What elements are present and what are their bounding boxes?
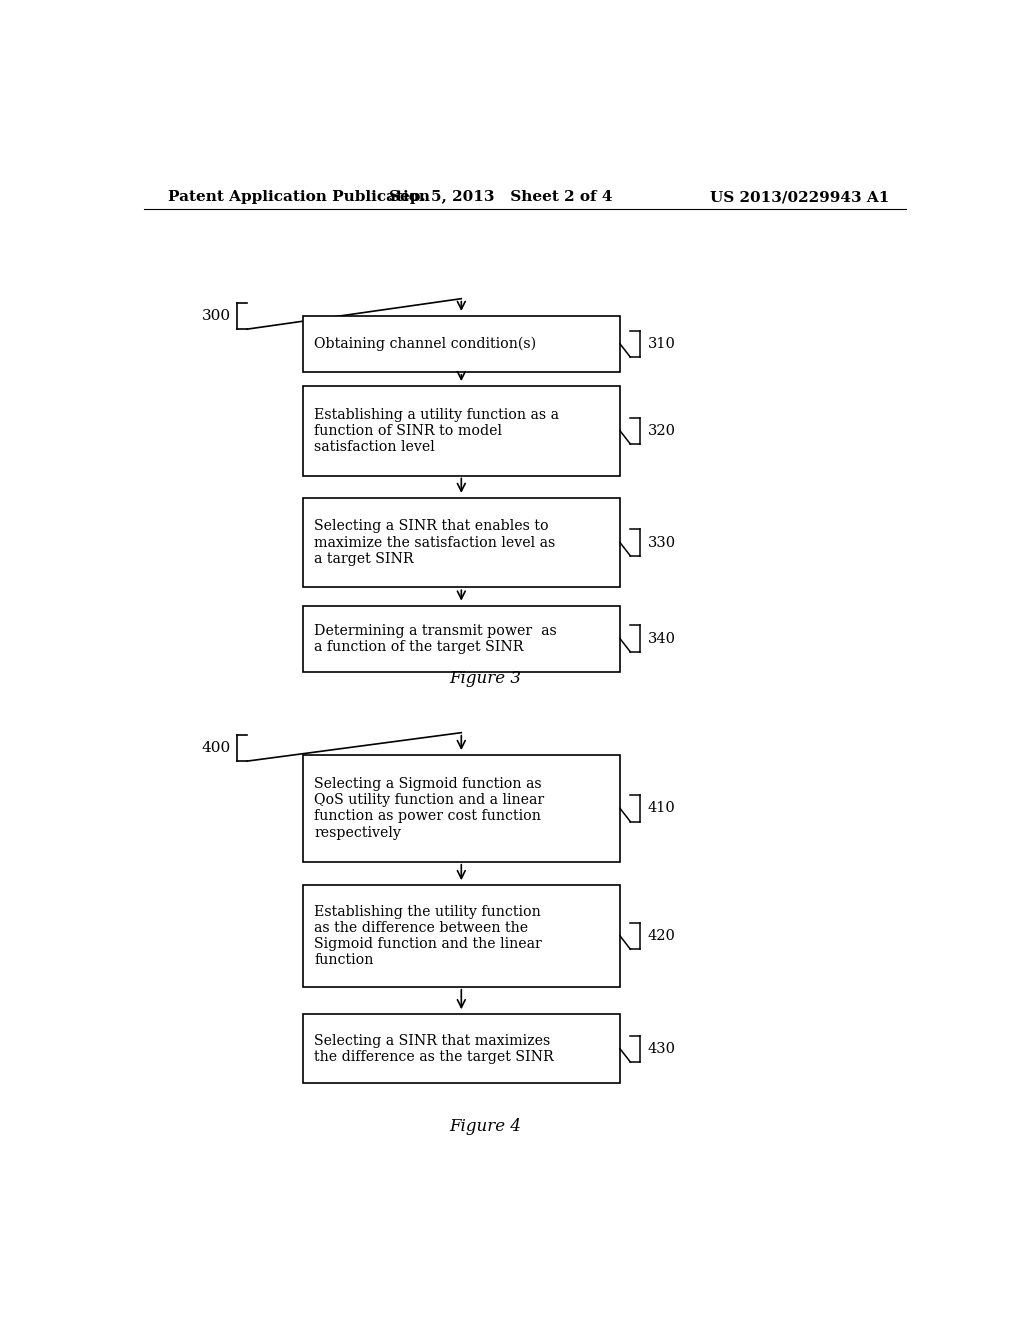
Text: 310: 310 [648,337,676,351]
Text: Obtaining channel condition(s): Obtaining channel condition(s) [314,337,537,351]
Text: 430: 430 [648,1041,676,1056]
Text: 320: 320 [648,424,676,438]
Bar [303,385,621,475]
Text: Figure 4: Figure 4 [450,1118,521,1134]
Text: 420: 420 [648,929,676,942]
Bar [303,755,621,862]
Text: Sep. 5, 2013   Sheet 2 of 4: Sep. 5, 2013 Sheet 2 of 4 [389,190,612,205]
Text: 340: 340 [648,632,676,645]
Text: Determining a transmit power  as
a function of the target SINR: Determining a transmit power as a functi… [314,623,557,653]
Bar [303,606,621,672]
Text: 400: 400 [202,741,231,755]
Text: 330: 330 [648,536,676,549]
Text: 300: 300 [202,309,231,323]
Bar [303,886,621,987]
Text: Selecting a Sigmoid function as
QoS utility function and a linear
function as po: Selecting a Sigmoid function as QoS util… [314,777,545,840]
Bar [303,1014,621,1084]
Bar [303,498,621,587]
Text: Establishing the utility function
as the difference between the
Sigmoid function: Establishing the utility function as the… [314,904,543,968]
Text: 410: 410 [648,801,676,816]
Text: Patent Application Publication: Patent Application Publication [168,190,430,205]
Text: Establishing a utility function as a
function of SINR to model
satisfaction leve: Establishing a utility function as a fun… [314,408,559,454]
Text: Selecting a SINR that maximizes
the difference as the target SINR: Selecting a SINR that maximizes the diff… [314,1034,554,1064]
Text: Figure 3: Figure 3 [450,671,521,688]
Text: Selecting a SINR that enables to
maximize the satisfaction level as
a target SIN: Selecting a SINR that enables to maximiz… [314,519,556,566]
Text: US 2013/0229943 A1: US 2013/0229943 A1 [711,190,890,205]
Bar [303,315,621,372]
